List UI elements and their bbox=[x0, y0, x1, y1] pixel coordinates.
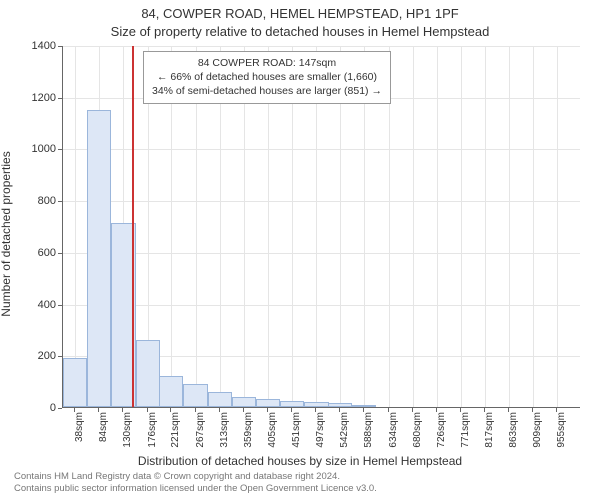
annotation-line: 34% of semi-detached houses are larger (… bbox=[152, 84, 382, 98]
y-axis-label: Number of detached properties bbox=[0, 151, 13, 316]
ytick-label: 1000 bbox=[16, 143, 56, 155]
histogram-bar bbox=[328, 403, 352, 407]
histogram-bar bbox=[63, 358, 87, 407]
histogram-bar bbox=[208, 392, 232, 408]
histogram-bar bbox=[136, 340, 160, 407]
plot-area: 84 COWPER ROAD: 147sqm← 66% of detached … bbox=[62, 46, 580, 408]
x-axis-label: Distribution of detached houses by size … bbox=[0, 454, 600, 468]
grid-line-v bbox=[413, 46, 414, 407]
grid-line-v bbox=[437, 46, 438, 407]
ytick-mark bbox=[58, 98, 62, 99]
ytick-label: 600 bbox=[16, 247, 56, 259]
ytick-mark bbox=[58, 253, 62, 254]
grid-line-v bbox=[509, 46, 510, 407]
chart-container: 84, COWPER ROAD, HEMEL HEMPSTEAD, HP1 1P… bbox=[0, 0, 600, 500]
annotation-line: 84 COWPER ROAD: 147sqm bbox=[152, 56, 382, 70]
histogram-bar bbox=[232, 397, 256, 407]
grid-line-v bbox=[75, 46, 76, 407]
title-main: 84, COWPER ROAD, HEMEL HEMPSTEAD, HP1 1P… bbox=[0, 6, 600, 21]
grid-line-h bbox=[63, 305, 580, 306]
grid-line-v bbox=[557, 46, 558, 407]
histogram-bar bbox=[280, 401, 304, 407]
ytick-mark bbox=[58, 149, 62, 150]
ytick-mark bbox=[58, 408, 62, 409]
grid-line-h bbox=[63, 149, 580, 150]
grid-line-v bbox=[533, 46, 534, 407]
ytick-mark bbox=[58, 201, 62, 202]
marker-line bbox=[132, 46, 134, 407]
grid-line-v bbox=[485, 46, 486, 407]
annotation-box: 84 COWPER ROAD: 147sqm← 66% of detached … bbox=[143, 51, 391, 104]
histogram-bar bbox=[352, 405, 376, 407]
ytick-label: 1400 bbox=[16, 40, 56, 52]
ytick-label: 200 bbox=[16, 350, 56, 362]
grid-line-h bbox=[63, 201, 580, 202]
histogram-bar bbox=[159, 376, 183, 407]
histogram-bar bbox=[183, 384, 207, 407]
ytick-label: 800 bbox=[16, 195, 56, 207]
ytick-label: 400 bbox=[16, 299, 56, 311]
histogram-bar bbox=[256, 399, 280, 407]
ytick-mark bbox=[58, 305, 62, 306]
title-sub: Size of property relative to detached ho… bbox=[0, 24, 600, 39]
annotation-line: ← 66% of detached houses are smaller (1,… bbox=[152, 70, 382, 84]
ytick-label: 1200 bbox=[16, 92, 56, 104]
footer-line-1: Contains HM Land Registry data © Crown c… bbox=[14, 471, 340, 482]
histogram-bar bbox=[304, 402, 328, 407]
grid-line-h bbox=[63, 46, 580, 47]
grid-line-h bbox=[63, 253, 580, 254]
footer-line-3: Contains public sector information licen… bbox=[14, 483, 377, 494]
histogram-bar bbox=[87, 110, 111, 407]
ytick-mark bbox=[58, 356, 62, 357]
grid-line-v bbox=[461, 46, 462, 407]
ytick-label: 0 bbox=[16, 402, 56, 414]
ytick-mark bbox=[58, 46, 62, 47]
